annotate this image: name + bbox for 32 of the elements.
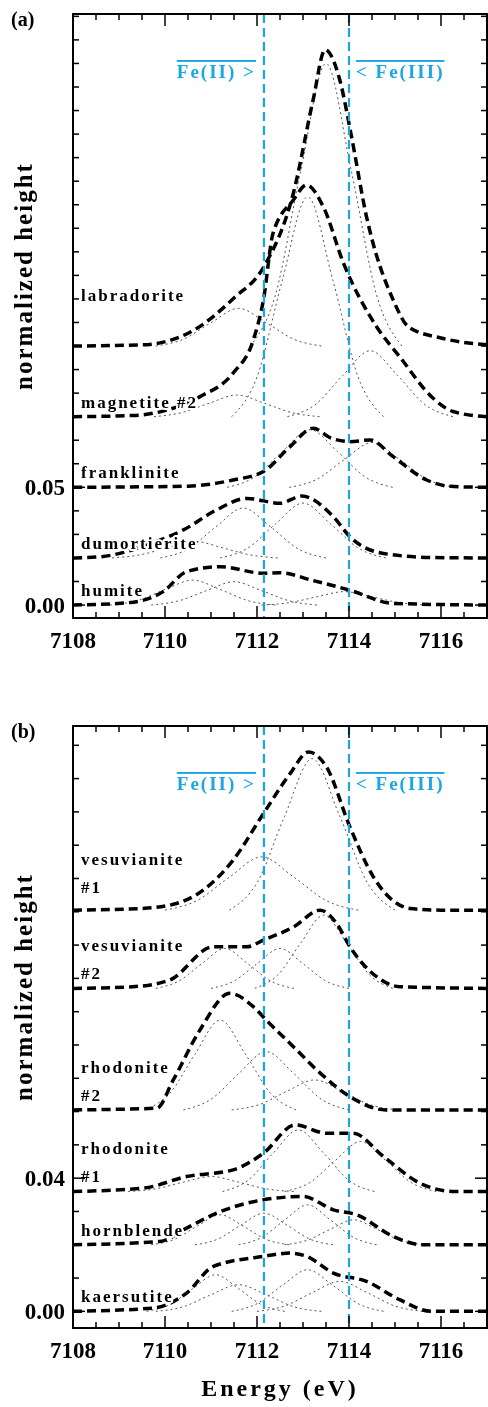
y-axis-title: normalized height (10, 162, 37, 390)
annotation: < Fe(III) (356, 61, 445, 83)
x-tick-label: 7114 (326, 1338, 372, 1363)
series-label: humite (81, 581, 144, 601)
series-label: rhodonite #1 (81, 1139, 170, 1187)
x-tick-label: 7116 (418, 1338, 464, 1363)
x-tick-label: 7110 (142, 1338, 188, 1363)
series-label: hornblende (81, 1220, 185, 1240)
y-tick-label: 0.05 (24, 475, 65, 501)
y-tick-label: 0.00 (24, 1299, 65, 1325)
y-tick-label: 0.00 (24, 593, 65, 619)
series-label: labradorite (81, 286, 186, 306)
x-tick-label: 7110 (142, 628, 188, 653)
x-tick-label: 7112 (234, 1338, 280, 1363)
annotation: < Fe(III) (356, 773, 445, 795)
x-tick-label: 7108 (50, 1338, 96, 1363)
chart-title: (a) (11, 8, 35, 31)
chart-title: (b) (11, 720, 36, 743)
series-label: vesuvianite #2 (81, 936, 185, 984)
x-tick-label: 7108 (50, 628, 96, 653)
annotation: Fe(II) > (176, 61, 256, 83)
x-tick-label: 7116 (418, 628, 464, 653)
annotation: Fe(II) > (176, 773, 256, 795)
series-label: franklinite (81, 463, 181, 483)
x-tick-label: 7112 (234, 628, 280, 653)
series-label: kaersutite (81, 1287, 174, 1307)
x-tick-label: 7114 (326, 628, 372, 653)
y-axis-title: normalized height (10, 873, 37, 1101)
series-label: rhodonite #2 (81, 1057, 170, 1105)
series-label: vesuvianite #1 (81, 850, 185, 898)
x-axis-title: Energy (eV) (201, 1375, 359, 1401)
y-tick-label: 0.04 (24, 1166, 66, 1192)
